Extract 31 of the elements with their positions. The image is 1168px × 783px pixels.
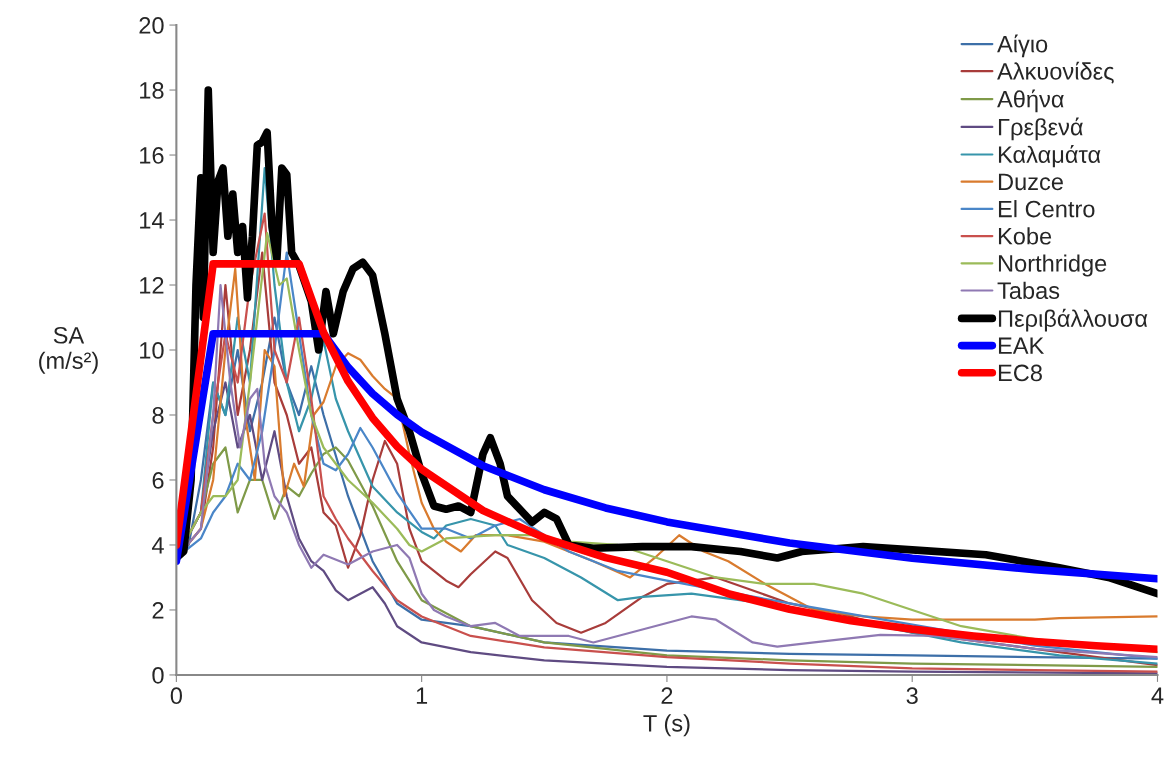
x-tick-label: 2 [661,687,673,704]
legend-label: Αίγιο [997,34,1048,58]
y-tick-label: 18 [140,82,164,99]
y-tick-label: 0 [152,667,164,684]
legend-label: Περιβάλλουσα [998,308,1148,332]
y-tick-label: 6 [152,472,164,489]
y-axis-title: SA (m/s²) [39,326,98,374]
y-tick-label: 14 [140,212,164,229]
y-tick-label: 2 [152,602,164,619]
x-tick-label: 0 [170,687,183,705]
x-axis-title: T (s) [643,714,690,737]
y-tick-label: 4 [151,537,164,554]
y-tick-label: 10 [140,342,164,359]
legend-label: Γρεβενά [998,117,1083,141]
legend-label: El Centro [998,200,1095,218]
x-tick-label: 3 [906,687,918,705]
legend-label: Duzce [998,173,1063,191]
x-tick-label: 4 [1151,687,1164,704]
legend-label: Kobe [998,227,1052,245]
legend-label: Καλαμάτα [998,144,1101,168]
x-tick-label: 1 [416,687,428,704]
legend-label: Northridge [998,254,1107,277]
legend-label: EAK [998,337,1045,354]
y-tick-label: 16 [140,147,164,164]
legend-label: EC8 [998,364,1042,382]
y-tick-label: 20 [139,17,164,34]
y-tick-label: 12 [140,277,164,294]
legend-label: Tabas [997,281,1060,300]
legend-label: Αλκυονίδες [997,61,1114,84]
y-tick-label: 8 [152,407,164,424]
legend-label: Αθήνα [997,89,1064,113]
